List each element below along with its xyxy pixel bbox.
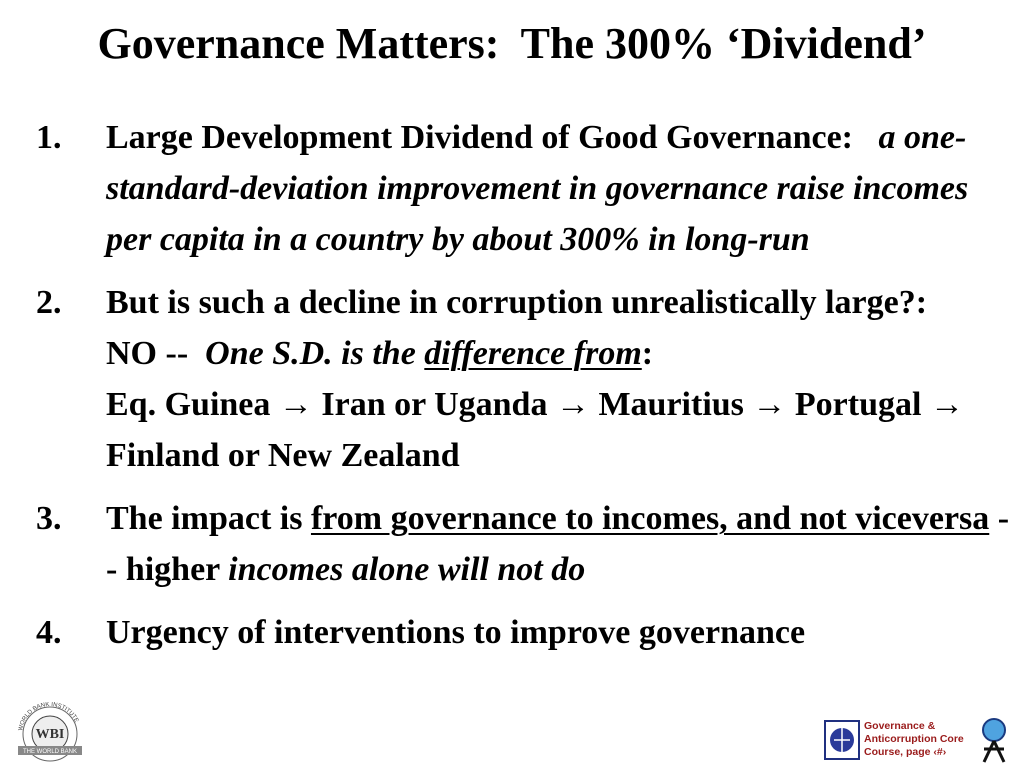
item-text: -- higher [106,500,1010,588]
item-underline: difference from [424,335,642,372]
course-line: Governance & [864,720,936,732]
item-number: 4. [36,614,62,651]
item-number: 3. [36,500,62,537]
item-number: 2. [36,284,62,321]
item-text: But is such a decline in corruption unre… [106,284,962,372]
item-text: Eq. Guinea → Iran or Uganda → Mauritius … [106,386,973,474]
item-text: Urgency of interventions to improve gove… [106,614,806,651]
globe-figure-icon [982,718,1006,763]
bullet-list: 1. Large Development Dividend of Good Gov… [36,112,1011,670]
item-text: : [641,335,654,372]
course-line: Anticorruption Core [864,733,964,745]
bullet-item: 3. The impact is from governance to incom… [36,493,1011,595]
course-line: Course, page ‹#› [864,746,947,758]
logo-text: WBI [36,727,65,742]
item-italic: a one-standard-deviation improvement in … [106,119,977,258]
course-label: Governance & Anticorruption Core Course,… [864,720,964,759]
bullet-item: 2. But is such a decline in corruption un… [36,277,1011,481]
item-text: The impact is [106,500,303,537]
course-icon [824,720,860,760]
bullet-item: 4. Urgency of interventions to improve go… [36,607,1011,658]
item-italic: One S.D. is the [205,335,416,372]
logo-band-text: THE WORLD BANK [23,749,77,755]
slide-title: Governance Matters: The 300% ‘Dividend’ [97,19,927,68]
item-text: Large Development Dividend of Good Gover… [106,119,853,156]
wbi-logo: WORLD BANK INSTITUTE WBI THE WORLD BANK [18,702,82,762]
item-italic: incomes alone will not do [228,551,586,588]
item-underline: from governance to incomes, and not vice… [310,500,990,537]
bullet-item: 1. Large Development Dividend of Good Gov… [36,112,1011,265]
logo-band [18,746,82,755]
item-number: 1. [36,119,62,156]
